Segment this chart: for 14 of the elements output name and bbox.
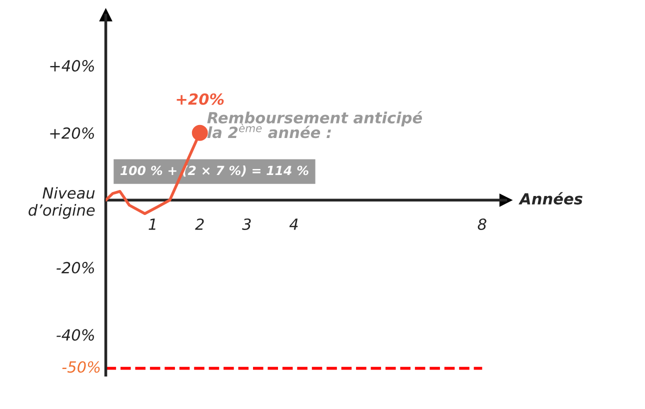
annotation: Remboursement anticipé la 2$^{ème}$ année : <box>207 111 422 138</box>
y-tick-label: Niveau d’origine <box>28 186 95 219</box>
x-tick-label: 1 <box>148 218 156 230</box>
y-tick-label: +40% <box>50 60 94 72</box>
y-tick-label: -20% <box>56 262 94 274</box>
y-tick-label: -40% <box>56 329 94 341</box>
ref-line-label: -50% <box>62 361 100 373</box>
y-tick-label: +20% <box>50 127 94 139</box>
x-tick-label: 4 <box>289 218 298 230</box>
x-tick-label: 8 <box>478 218 486 230</box>
x-axis-title: Années <box>518 192 582 205</box>
x-tick-label: 2 <box>195 218 204 230</box>
annotation: +20% <box>176 93 224 105</box>
x-tick-label: 3 <box>242 218 251 230</box>
